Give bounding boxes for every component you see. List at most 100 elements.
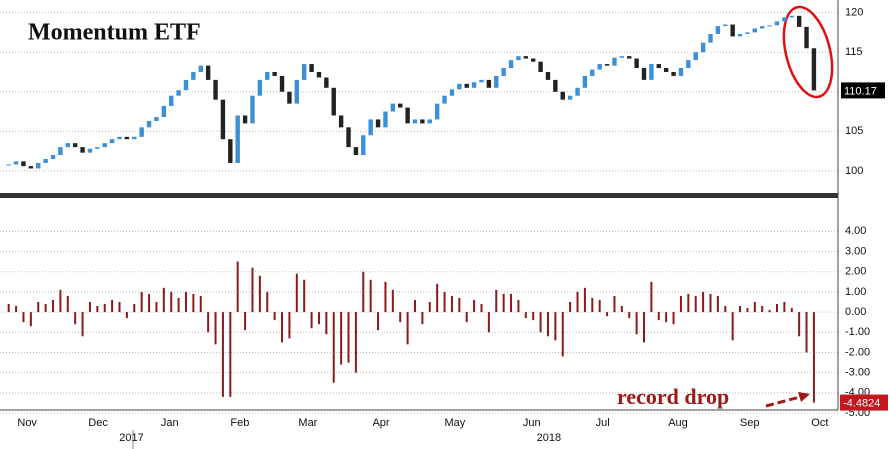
- bar: [258, 275, 261, 313]
- bar: [428, 301, 431, 313]
- bar: [317, 312, 320, 325]
- bar: [768, 310, 771, 313]
- bar: [244, 312, 247, 331]
- bar: [162, 287, 165, 313]
- bar: [665, 312, 668, 323]
- bar: [44, 304, 47, 313]
- candle: [619, 56, 625, 58]
- bar: [377, 312, 380, 331]
- bar: [369, 279, 372, 313]
- candle: [412, 119, 418, 124]
- candle: [612, 57, 617, 66]
- x-tick-label: Oct: [811, 417, 828, 429]
- candle: [545, 71, 551, 80]
- bar: [66, 295, 69, 313]
- bar: [229, 312, 232, 397]
- candle: [361, 135, 366, 156]
- bar: [303, 279, 306, 313]
- candle: [663, 68, 669, 72]
- y-tick-label: 1.00: [845, 286, 866, 298]
- bar: [177, 297, 180, 313]
- bar: [140, 291, 143, 313]
- bar: [281, 312, 284, 343]
- x-tick-label: Jun: [523, 417, 541, 429]
- candle: [183, 79, 189, 91]
- candle: [523, 56, 529, 59]
- bar: [184, 291, 187, 313]
- candle: [715, 26, 721, 35]
- candle: [745, 32, 750, 35]
- candle: [508, 60, 514, 69]
- bar: [546, 312, 549, 337]
- highlight-ellipse: [782, 5, 834, 99]
- candle: [338, 115, 344, 128]
- candle: [737, 34, 743, 37]
- bar: [687, 293, 690, 313]
- candle: [567, 95, 573, 100]
- bar: [88, 301, 91, 313]
- bar: [325, 312, 328, 335]
- x-tick-label: Jan: [161, 417, 179, 429]
- panel-separator: [0, 193, 838, 198]
- bar: [775, 304, 778, 313]
- candle: [316, 71, 322, 78]
- bar: [635, 312, 638, 335]
- bar: [510, 293, 513, 313]
- candle: [21, 161, 26, 167]
- candle: [191, 71, 196, 80]
- y-tick-label: 100: [845, 165, 863, 177]
- candle: [516, 56, 521, 61]
- candle: [368, 119, 373, 136]
- bar: [709, 293, 712, 313]
- candle: [789, 15, 794, 18]
- bar: [236, 261, 239, 313]
- bar: [753, 301, 756, 313]
- candle: [161, 105, 167, 118]
- bar: [805, 312, 808, 353]
- candle: [250, 95, 255, 124]
- candle: [457, 83, 462, 90]
- bar: [583, 287, 586, 313]
- bar: [391, 289, 394, 313]
- candle: [494, 75, 499, 88]
- bar: [15, 306, 18, 313]
- candle: [36, 162, 41, 169]
- bar: [643, 312, 646, 343]
- bar: [716, 295, 719, 313]
- bar: [679, 295, 682, 313]
- candle: [590, 69, 595, 76]
- candle: [671, 71, 676, 76]
- candle: [324, 77, 329, 88]
- bar: [517, 299, 520, 313]
- candle: [346, 127, 351, 148]
- candle: [265, 71, 270, 80]
- candle: [693, 52, 698, 61]
- candle: [198, 65, 203, 72]
- bar: [340, 312, 343, 365]
- candle: [13, 161, 19, 165]
- bar: [672, 312, 675, 325]
- x-tick-label: Nov: [17, 417, 37, 429]
- candle: [176, 90, 181, 96]
- candle: [678, 68, 684, 76]
- bar: [620, 306, 623, 313]
- y-tick-label: 4.00: [845, 225, 866, 237]
- candle: [353, 147, 359, 156]
- bar: [273, 312, 276, 321]
- bar: [96, 306, 99, 313]
- bar: [421, 312, 424, 325]
- candle: [309, 64, 314, 72]
- bar: [384, 281, 387, 313]
- x-tick-label: May: [445, 417, 466, 429]
- candle: [146, 121, 152, 128]
- bar: [221, 312, 224, 397]
- candle: [301, 64, 307, 80]
- candle: [294, 79, 300, 104]
- candle: [139, 127, 144, 137]
- bar: [199, 295, 202, 313]
- bar: [761, 306, 764, 313]
- candle: [471, 82, 477, 88]
- bar: [207, 312, 210, 333]
- bar: [310, 312, 313, 329]
- bar: [502, 293, 505, 313]
